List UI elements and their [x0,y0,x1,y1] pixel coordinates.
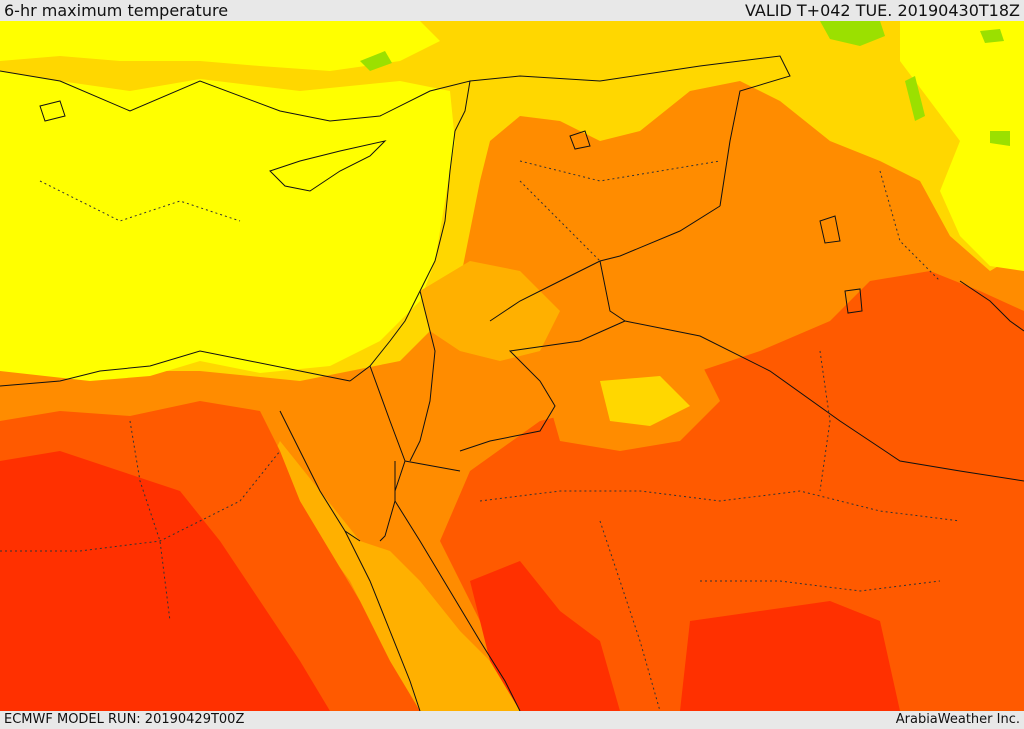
border-saudi-jordan [459,320,626,452]
credit-text: ArabiaWeather Inc. [895,712,1020,727]
border-syria-turkey [469,55,791,207]
field-orange-sinai [290,381,400,541]
coast-egypt-north [0,350,351,387]
header-bar: 6-hr maximum temperature VALID T+042 TUE… [0,0,1024,21]
field-green-5 [990,131,1010,146]
border-jordan-iraq [599,260,626,322]
field-yellow-north [0,21,440,71]
field-green-3 [360,51,392,71]
footer-bar: ECMWF MODEL RUN: 20190429T00Z ArabiaWeat… [0,711,1024,729]
island-1 [39,100,66,122]
border-jordan-west [409,290,436,462]
border-egypt-israel [369,365,406,492]
field-red-saudi-west [470,561,620,711]
coast-red-sea-east [394,500,521,711]
field-amber-redsea [270,441,530,711]
coastlines [0,70,1024,711]
coast-gulf-aqaba [379,461,396,542]
field-green-1 [820,21,885,46]
field-gold-jordan [600,376,690,426]
field-yellow-med [0,71,455,381]
island-4 [844,288,863,314]
coast-red-sea-west [344,530,421,711]
field-yellow-ne [900,21,1024,271]
island-2 [569,130,591,150]
province-borders [0,160,961,711]
temperature-map [0,21,1024,711]
island-3 [819,215,841,244]
cyprus-outline [269,140,387,192]
field-amber-levant [420,261,560,361]
map-title: 6-hr maximum temperature [4,1,229,20]
field-redorange-saudi [440,271,1024,711]
borders [369,55,1024,492]
coast-gulf-suez [279,410,361,542]
model-run: ECMWF MODEL RUN: 20190429T00Z [4,712,245,727]
field-red-saudi-south [680,601,900,711]
valid-time: VALID T+042 TUE. 20190430T18Z [744,1,1020,20]
field-green-2 [980,29,1004,43]
border-saudi-iraq [624,320,1024,482]
field-red-egypt [0,451,330,711]
coast-gulf [959,280,1024,332]
field-green-4 [905,76,925,121]
border-saudi-north-sinai [404,460,461,472]
map-canvas[interactable] [0,21,1024,711]
coast-turkey-south [0,70,471,132]
